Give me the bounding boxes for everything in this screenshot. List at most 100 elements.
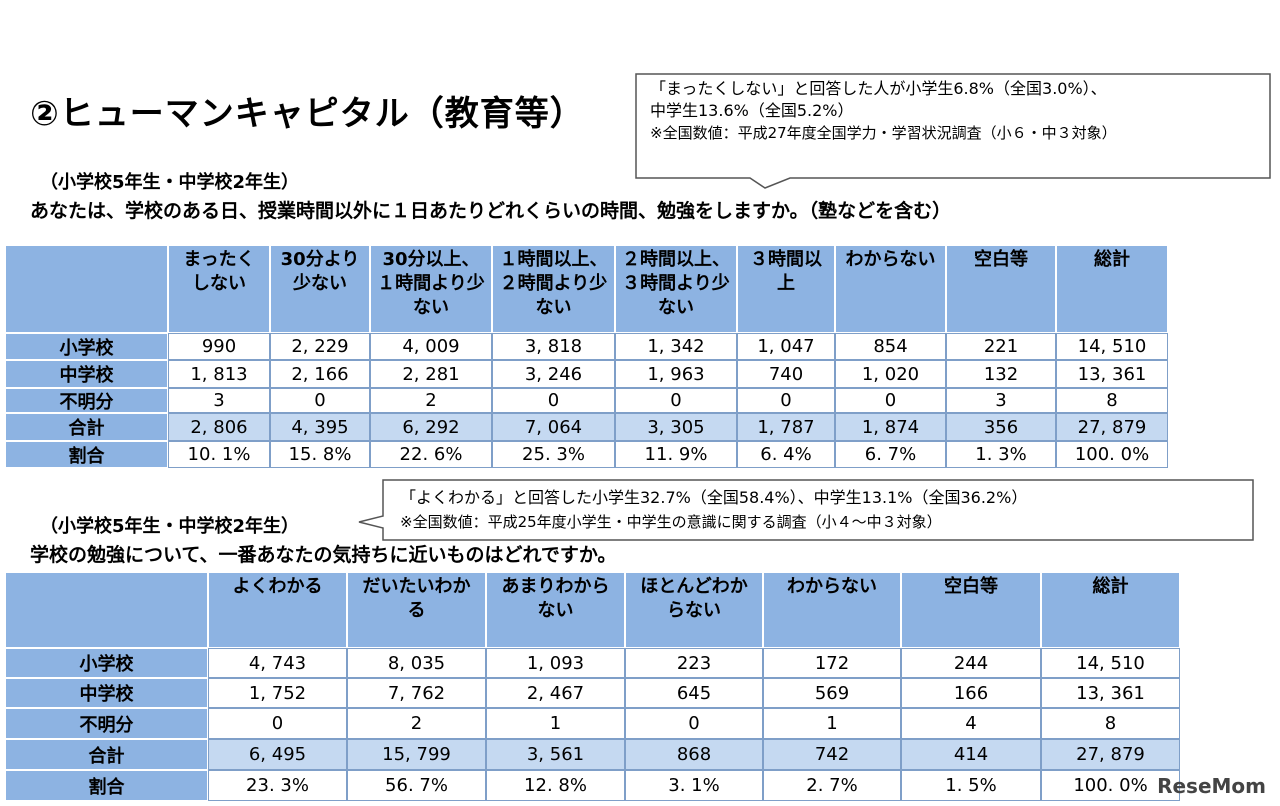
table-cell: 22. 6% xyxy=(370,441,492,468)
table-cell: 0 xyxy=(270,388,370,413)
callout-shape xyxy=(635,73,1271,189)
table-cell: 645 xyxy=(625,678,763,708)
table-cell: 2, 467 xyxy=(486,678,625,708)
column-header: １時間以上、２時間より少ない xyxy=(492,245,615,333)
title: ②ヒューマンキャピタル（教育等） xyxy=(30,94,585,134)
callout-shape xyxy=(358,479,1254,541)
table-cell: 0 xyxy=(737,388,835,413)
table-cell: 221 xyxy=(946,333,1056,360)
table-cell: 1, 047 xyxy=(737,333,835,360)
column-header xyxy=(5,572,208,648)
table-cell: 2, 281 xyxy=(370,360,492,388)
table-cell: 1, 963 xyxy=(615,360,737,388)
callout-line: 「よくわかる」と回答した小学生32.7%（全国58.4%）、中学生13.1%（全… xyxy=(400,488,1028,507)
table-cell: 0 xyxy=(625,708,763,739)
column-header: 30分より少ない xyxy=(270,245,370,333)
table-cell: 3, 246 xyxy=(492,360,615,388)
table-cell: 100. 0% xyxy=(1056,441,1168,468)
table-cell: 2, 806 xyxy=(168,413,270,441)
callout: 「よくわかる」と回答した小学生32.7%（全国58.4%）、中学生13.1%（全… xyxy=(400,486,1027,534)
row-label: 割合 xyxy=(5,441,168,468)
table-cell: 4, 743 xyxy=(208,648,347,678)
table-cell: 6. 7% xyxy=(835,441,946,468)
row-label: 中学校 xyxy=(5,678,208,708)
table-cell: 6, 495 xyxy=(208,739,347,770)
table-cell: 15. 8% xyxy=(270,441,370,468)
table-cell: 3 xyxy=(168,388,270,413)
table-cell: 10. 1% xyxy=(168,441,270,468)
table-cell: 15, 799 xyxy=(347,739,486,770)
table-cell: 0 xyxy=(492,388,615,413)
table-cell: 2, 229 xyxy=(270,333,370,360)
table-cell: 7, 762 xyxy=(347,678,486,708)
table-cell: 1, 752 xyxy=(208,678,347,708)
column-header: ３時間以上 xyxy=(737,245,835,333)
table-cell: 1, 342 xyxy=(615,333,737,360)
table-cell: 990 xyxy=(168,333,270,360)
table-cell: 414 xyxy=(901,739,1041,770)
row-label: 小学校 xyxy=(5,648,208,678)
table-cell: 3. 1% xyxy=(625,770,763,801)
table-cell: 8, 035 xyxy=(347,648,486,678)
column-header: よくわかる xyxy=(208,572,347,648)
column-header: ほとんどわからない xyxy=(625,572,763,648)
table-cell: 14, 510 xyxy=(1056,333,1168,360)
column-header: わからない xyxy=(835,245,946,333)
row-label: 割合 xyxy=(5,770,208,801)
table-cell: 1, 787 xyxy=(737,413,835,441)
table-cell: 12. 8% xyxy=(486,770,625,801)
table-cell: 6, 292 xyxy=(370,413,492,441)
table-cell: 0 xyxy=(208,708,347,739)
table-cell: 0 xyxy=(835,388,946,413)
table-cell: 4, 395 xyxy=(270,413,370,441)
table-cell: 13, 361 xyxy=(1056,360,1168,388)
table-cell: 23. 3% xyxy=(208,770,347,801)
question: 学校の勉強について、一番あなたの気持ちに近いものはどれですか。 xyxy=(30,544,617,566)
table-cell: 0 xyxy=(615,388,737,413)
subtitle: （小学校5年生・中学校2年生） xyxy=(40,516,300,537)
callout-line: 「まったくしない」と回答した人が小学生6.8%（全国3.0%）、 xyxy=(650,79,1107,98)
row-label: 合計 xyxy=(5,413,168,441)
column-header: わからない xyxy=(763,572,901,648)
subtitle: （小学校5年生・中学校2年生） xyxy=(40,172,300,193)
table-cell: 3, 305 xyxy=(615,413,737,441)
table-cell: 1, 093 xyxy=(486,648,625,678)
table-cell: 244 xyxy=(901,648,1041,678)
table-cell: 1. 3% xyxy=(946,441,1056,468)
table-cell: 4 xyxy=(901,708,1041,739)
callout-note: ※全国数値：平成25年度小学生・中学生の意識に関する調査（小４～中３対象） xyxy=(400,513,942,531)
table-cell: 2. 7% xyxy=(763,770,901,801)
table-cell: 8 xyxy=(1056,388,1168,413)
watermark: ReseMom xyxy=(1157,774,1266,798)
question: あなたは、学校のある日、授業時間以外に１日あたりどれくらいの時間、勉強をしますか… xyxy=(30,200,952,222)
table-cell: 6. 4% xyxy=(737,441,835,468)
table-cell: 132 xyxy=(946,360,1056,388)
table-cell: 8 xyxy=(1041,708,1180,739)
column-header: 空白等 xyxy=(901,572,1041,648)
row-label: 小学校 xyxy=(5,333,168,360)
table-cell: 3 xyxy=(946,388,1056,413)
column-header xyxy=(5,245,168,333)
table-cell: 11. 9% xyxy=(615,441,737,468)
callout: 「まったくしない」と回答した人が小学生6.8%（全国3.0%）、 中学生13.6… xyxy=(650,78,1117,144)
table-cell: 223 xyxy=(625,648,763,678)
table-cell: 1, 874 xyxy=(835,413,946,441)
table-cell: 1 xyxy=(763,708,901,739)
column-header: だいたいわかる xyxy=(347,572,486,648)
table-cell: 2 xyxy=(347,708,486,739)
table-cell: 14, 510 xyxy=(1041,648,1180,678)
table-cell: 13, 361 xyxy=(1041,678,1180,708)
table-cell: 7, 064 xyxy=(492,413,615,441)
row-label: 不明分 xyxy=(5,708,208,739)
table-cell: 868 xyxy=(625,739,763,770)
table-cell: 1, 813 xyxy=(168,360,270,388)
table-cell: 56. 7% xyxy=(347,770,486,801)
table-cell: 1. 5% xyxy=(901,770,1041,801)
table-cell: 27, 879 xyxy=(1041,739,1180,770)
callout-line: 中学生13.6%（全国5.2%） xyxy=(650,101,854,120)
table-cell: 740 xyxy=(737,360,835,388)
table-cell: 1 xyxy=(486,708,625,739)
table-cell: 1, 020 xyxy=(835,360,946,388)
column-header: ２時間以上、３時間より少ない xyxy=(615,245,737,333)
